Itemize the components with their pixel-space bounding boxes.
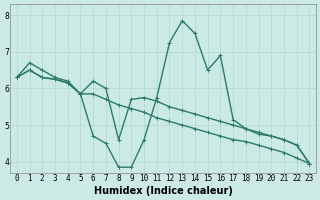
X-axis label: Humidex (Indice chaleur): Humidex (Indice chaleur): [94, 186, 233, 196]
